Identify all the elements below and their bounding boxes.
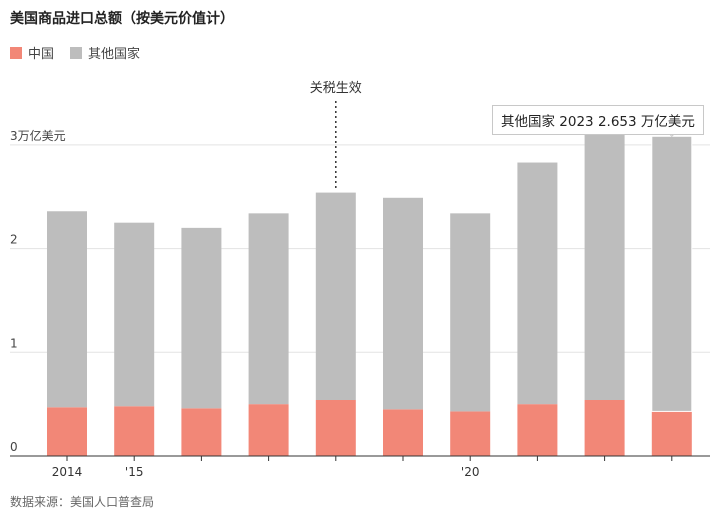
legend: 中国 其他国家 xyxy=(10,43,148,62)
bar-other xyxy=(114,222,155,407)
bar-other xyxy=(315,192,356,401)
bar-china xyxy=(383,409,423,456)
x-tick-label: '15 xyxy=(125,465,144,479)
annotation-label: 关税生效 xyxy=(310,81,362,96)
bar-china xyxy=(584,400,625,456)
y-tick-label: 0 xyxy=(10,440,18,454)
legend-item-other[interactable]: 其他国家 xyxy=(70,43,140,62)
bar-china xyxy=(517,404,558,456)
bar-other xyxy=(517,162,558,405)
y-tick-label: 2 xyxy=(10,233,18,247)
legend-swatch-china xyxy=(10,46,22,59)
legend-label-other: 其他国家 xyxy=(88,47,141,62)
bar-china xyxy=(114,406,155,456)
bar-other xyxy=(248,213,289,405)
bar-china xyxy=(181,408,222,456)
bar-other xyxy=(651,135,693,412)
legend-item-china[interactable]: 中国 xyxy=(10,43,54,62)
x-tick-label: '20 xyxy=(461,465,480,479)
chart-title: 美国商品进口总额（按美元价值计） xyxy=(10,11,234,27)
bar-other xyxy=(450,213,491,412)
bar-china xyxy=(315,400,356,456)
y-tick-label: 3万亿美元 xyxy=(10,128,66,143)
bar-other xyxy=(181,227,222,409)
source-note: 数据来源：美国人口普查局 xyxy=(10,495,155,509)
bar-tooltip: 其他国家 2023 2.653 万亿美元 xyxy=(492,105,704,135)
bar-china xyxy=(450,411,491,456)
x-tick-label: 2014 xyxy=(52,465,83,479)
bar-china xyxy=(47,407,87,456)
legend-label-china: 中国 xyxy=(28,47,55,62)
y-tick-label: 1 xyxy=(10,336,18,350)
legend-swatch-other xyxy=(70,46,83,59)
bar-china xyxy=(651,411,692,456)
bar-other xyxy=(383,197,423,410)
bar-china xyxy=(248,404,289,456)
bar-other xyxy=(47,211,87,408)
bar-other xyxy=(584,128,625,401)
